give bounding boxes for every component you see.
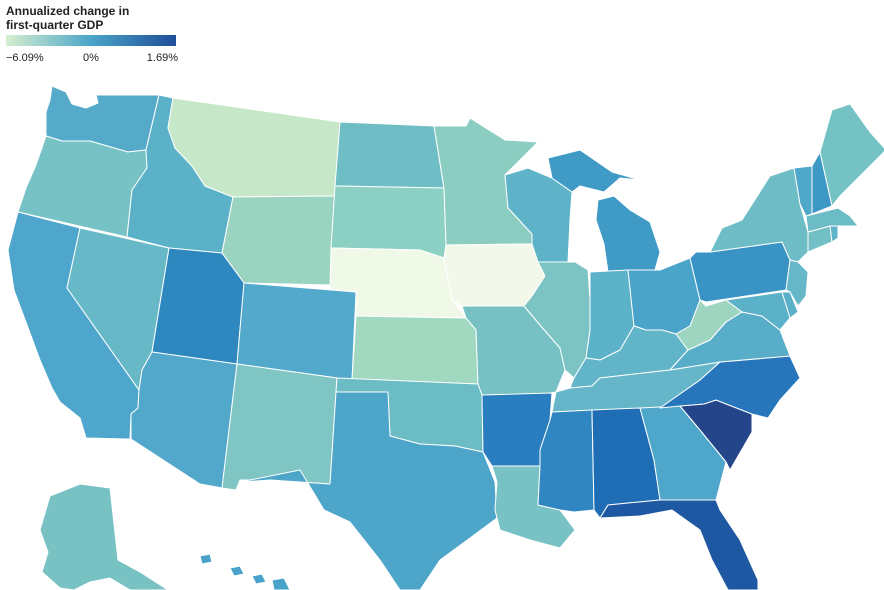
state-TX[interactable]: [239, 391, 498, 590]
state-WY[interactable]: [221, 195, 336, 286]
state-MA[interactable]: [805, 207, 859, 233]
state-UT[interactable]: [151, 247, 245, 365]
state-KS[interactable]: [351, 315, 479, 385]
state-AZ[interactable]: [130, 351, 238, 489]
state-VT[interactable]: [793, 165, 813, 217]
legend: Annualized change in first-quarter GDP −…: [6, 4, 178, 65]
state-ME[interactable]: [819, 103, 884, 207]
state-NJ[interactable]: [785, 259, 809, 307]
state-ND[interactable]: [334, 121, 445, 189]
state-AK[interactable]: [39, 483, 169, 590]
state-RI[interactable]: [829, 225, 839, 243]
state-HI-group: [199, 553, 291, 590]
legend-color-bar: [6, 35, 176, 46]
state-IA[interactable]: [443, 243, 546, 307]
state-SD[interactable]: [330, 185, 447, 259]
state-HI[interactable]: [199, 553, 291, 590]
state-NM[interactable]: [221, 363, 338, 491]
state-CO[interactable]: [236, 282, 357, 381]
legend-mid-label: 0%: [83, 52, 99, 64]
legend-max-label: 1.69%: [146, 52, 178, 64]
state-NC[interactable]: [659, 355, 801, 419]
state-DE[interactable]: [781, 291, 799, 319]
legend-ticks: −6.09% 0% 1.69%: [6, 51, 178, 65]
legend-title: Annualized change in first-quarter GDP: [6, 4, 130, 32]
legend-min-label: −6.09%: [6, 52, 44, 64]
state-FL[interactable]: [599, 499, 759, 590]
state-MI[interactable]: [547, 149, 661, 273]
state-IL[interactable]: [523, 261, 591, 379]
state-NY[interactable]: [709, 167, 809, 263]
